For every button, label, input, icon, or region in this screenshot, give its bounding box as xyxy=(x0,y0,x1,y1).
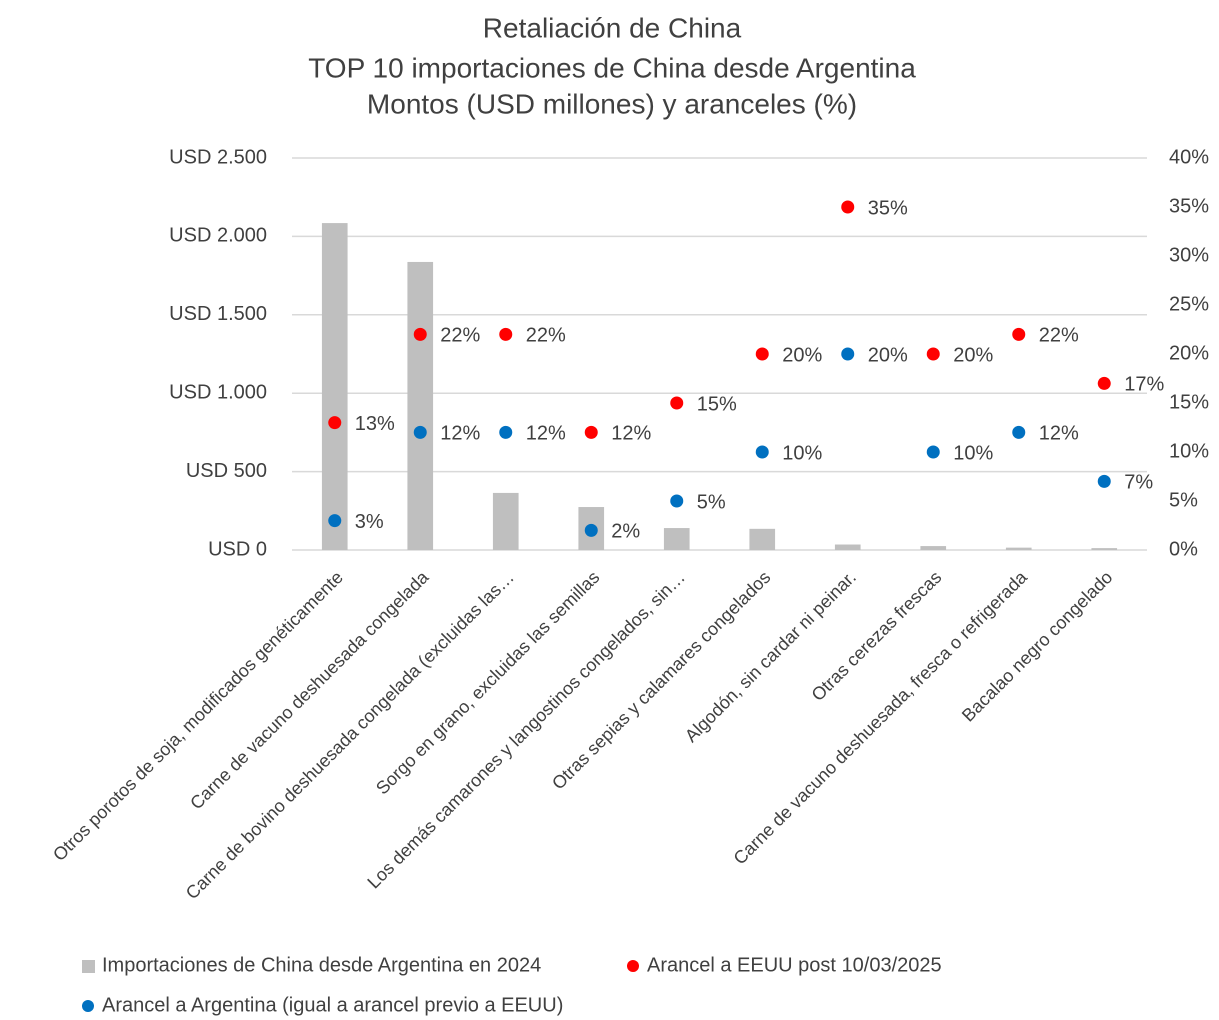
point xyxy=(926,445,940,459)
point xyxy=(755,347,769,361)
y2-tick-label: 10% xyxy=(1169,440,1209,462)
legend-label: Arancel a Argentina (igual a arancel pre… xyxy=(102,994,563,1016)
chart-title: TOP 10 importaciones de China desde Arge… xyxy=(308,52,916,83)
x-tick-label: Otros porotos de soja, modificados genét… xyxy=(49,567,347,865)
point xyxy=(413,425,427,439)
data-label: 35% xyxy=(868,197,908,219)
data-label: 22% xyxy=(1039,325,1079,347)
legend-label: Arancel a EEUU post 10/03/2025 xyxy=(647,954,942,976)
legend-marker xyxy=(627,960,639,972)
x-tick-label: Bacalao negro congelado xyxy=(958,567,1117,726)
bar xyxy=(492,492,519,550)
y2-tick-label: 40% xyxy=(1169,146,1209,168)
data-label: 10% xyxy=(953,442,993,464)
data-label: 2% xyxy=(611,521,640,543)
data-label: 10% xyxy=(782,442,822,464)
point xyxy=(328,416,342,430)
point xyxy=(413,327,427,341)
point xyxy=(584,523,598,537)
x-tick-label: Carne de bovino deshuesada congelada (ex… xyxy=(182,567,518,903)
y2-tick-label: 25% xyxy=(1169,293,1209,315)
point xyxy=(841,347,855,361)
chart-title: Retaliación de China xyxy=(483,12,742,43)
data-label: 20% xyxy=(953,344,993,366)
legend-marker xyxy=(82,1000,94,1012)
point xyxy=(670,494,684,508)
data-label: 20% xyxy=(868,344,908,366)
data-label: 22% xyxy=(526,325,566,347)
data-label: 12% xyxy=(526,423,566,445)
bar xyxy=(749,528,776,550)
point xyxy=(584,425,598,439)
point xyxy=(926,347,940,361)
point xyxy=(1012,327,1026,341)
bar xyxy=(663,528,690,550)
point xyxy=(755,445,769,459)
point xyxy=(499,327,513,341)
data-label: 7% xyxy=(1124,472,1153,494)
point xyxy=(328,514,342,528)
bar xyxy=(1091,548,1118,550)
x-tick-label: Carne de vacuno deshuesada, fresca o ref… xyxy=(730,566,1032,868)
data-label: 15% xyxy=(697,393,737,415)
point xyxy=(1012,425,1026,439)
data-label: 22% xyxy=(440,325,480,347)
bar xyxy=(407,261,434,550)
chart-title: Montos (USD millones) y aranceles (%) xyxy=(367,88,857,119)
y2-tick-label: 15% xyxy=(1169,391,1209,413)
data-label: 13% xyxy=(355,413,395,435)
y2-tick-label: 35% xyxy=(1169,195,1209,217)
point xyxy=(670,396,684,410)
legend-marker xyxy=(82,960,95,973)
point xyxy=(499,425,513,439)
y-tick-label: USD 1.500 xyxy=(169,303,267,325)
bar xyxy=(834,544,861,550)
bar xyxy=(920,546,947,550)
y-tick-label: USD 1.000 xyxy=(169,381,267,403)
point xyxy=(1097,474,1111,488)
y-tick-label: USD 500 xyxy=(186,460,267,482)
data-label: 12% xyxy=(611,423,651,445)
y-tick-label: USD 2.000 xyxy=(169,225,267,247)
data-label: 17% xyxy=(1124,374,1164,396)
point xyxy=(1097,376,1111,390)
bar xyxy=(1005,547,1032,550)
y2-tick-label: 20% xyxy=(1169,342,1209,364)
y-tick-label: USD 0 xyxy=(208,538,267,560)
data-label: 12% xyxy=(440,423,480,445)
data-label: 3% xyxy=(355,511,384,533)
data-label: 5% xyxy=(697,491,726,513)
y-tick-label: USD 2.500 xyxy=(169,146,267,168)
x-tick-label: Los demás camarones y langostinos congel… xyxy=(363,567,688,892)
point xyxy=(841,200,855,214)
data-label: 12% xyxy=(1039,423,1079,445)
y2-tick-label: 30% xyxy=(1169,244,1209,266)
data-label: 20% xyxy=(782,344,822,366)
x-tick-label: Algodón, sin cardar ni peinar. xyxy=(681,567,860,746)
legend-label: Importaciones de China desde Argentina e… xyxy=(102,954,541,976)
y2-tick-label: 5% xyxy=(1169,489,1198,511)
bar xyxy=(321,223,348,550)
y2-tick-label: 0% xyxy=(1169,538,1198,560)
